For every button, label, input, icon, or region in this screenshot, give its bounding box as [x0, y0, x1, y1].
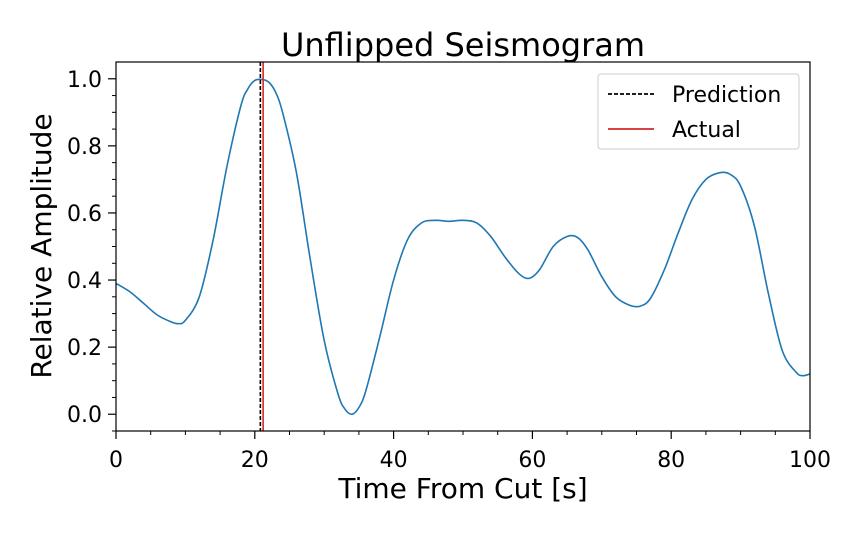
legend-label-prediction: Prediction	[672, 83, 781, 108]
y-tick-label: 0.2	[67, 336, 102, 361]
x-tick-label: 100	[789, 448, 831, 473]
series-line-0	[115, 78, 811, 416]
y-tick-label: 0.0	[67, 403, 102, 428]
x-tick-label: 80	[657, 448, 685, 473]
legend-box	[597, 73, 800, 150]
legend: Prediction Actual	[597, 73, 800, 150]
y-tick-label: 0.8	[67, 135, 102, 160]
x-tick-label: 40	[380, 448, 408, 473]
plot-area	[115, 62, 811, 431]
x-axis: 0 20 40 60 80 100	[109, 431, 831, 473]
y-tick-label: 0.6	[67, 202, 102, 227]
x-tick-label: 0	[109, 448, 123, 473]
x-tick-label: 20	[241, 448, 269, 473]
x-axis-label: Time From Cut [s]	[337, 472, 587, 505]
legend-label-actual: Actual	[672, 118, 741, 143]
y-tick-label: 1.0	[67, 68, 102, 93]
y-axis-label: Relative Amplitude	[25, 113, 58, 378]
y-tick-label: 0.4	[67, 269, 102, 294]
chart-title: Unflipped Seismogram	[281, 26, 645, 64]
y-axis: 0.0 0.2 0.4 0.6 0.8 1.0	[67, 68, 116, 432]
x-tick-label: 60	[518, 448, 546, 473]
